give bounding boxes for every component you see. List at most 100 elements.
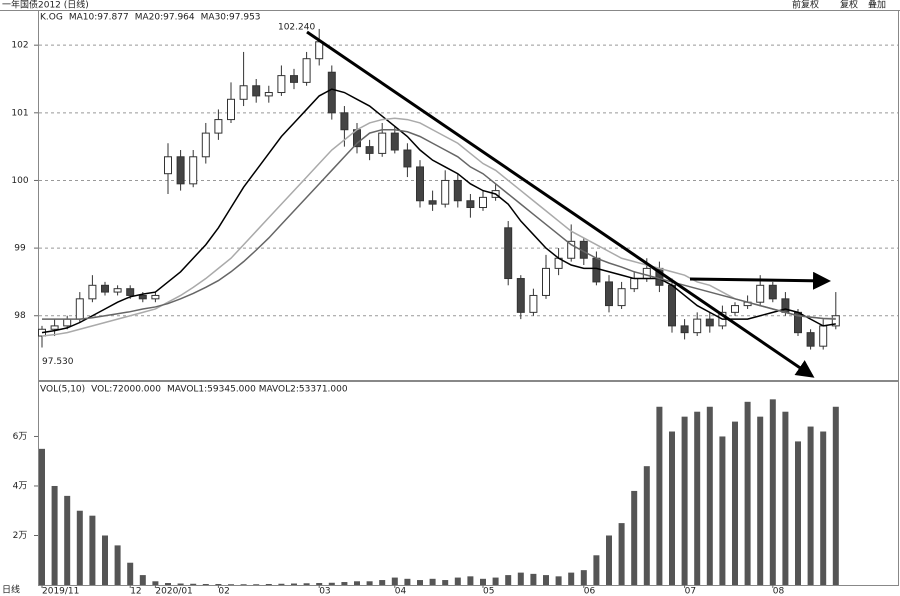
candle-body [239,85,248,100]
header-title: 一年国债2012 (日线) [2,0,89,11]
volume-bar [152,581,159,585]
candle-body [227,98,235,121]
candle-body [819,325,828,347]
volume-bar [127,562,134,585]
volume-bar [795,441,801,585]
volume-bar [706,406,713,585]
x-tick-label: 2020/01 [155,587,192,596]
volume-bar [719,436,726,585]
candle-body [365,146,374,154]
volume-bar [669,431,675,585]
button[interactable]: 前复权 [792,0,819,11]
volume-bar [807,426,814,585]
candle-body [705,318,714,327]
legend-entry: K.OG [40,13,63,23]
volume-bar [492,577,499,585]
volume-bar [165,583,171,585]
candle-body [151,294,160,300]
volume-bar [139,575,146,585]
volume-bar [744,401,751,585]
candle-body [504,227,513,280]
volume-bar [480,578,486,585]
candle-body [806,332,815,347]
candle-body [252,85,261,97]
volume-bar [341,582,348,585]
y-tick-label: 100 [11,176,28,186]
candle-body [201,132,210,158]
ma-line [41,88,836,334]
volume-bar [240,584,247,585]
candle-body [693,318,702,334]
candle-body [88,284,97,300]
volume-bar [265,584,272,585]
volume-bar [51,485,58,585]
candle-body [668,284,676,327]
ma-line [41,117,836,337]
candle-body [264,92,273,97]
y-tick-label: 6万 [13,432,28,442]
candle-body [327,71,336,114]
volume-bar [530,573,537,585]
volume-bar [467,576,474,585]
volume-bar [832,406,839,585]
candle-body [340,112,349,131]
x-tick-label: 04 [395,587,407,596]
candle-body [113,288,122,293]
x-axis-label: 日线 [2,584,20,596]
candle-body [176,156,185,185]
x-tick-label: 03 [319,587,330,596]
volume-bar [202,584,209,585]
candle-body [831,315,840,327]
candle-body [630,278,639,290]
volume-bar [64,495,71,585]
candle-body [403,149,412,168]
candle-body [138,294,147,300]
candle-body [428,200,437,205]
x-tick-label: 02 [218,587,229,596]
volume-bar [253,584,260,585]
volume-bar [102,535,108,585]
volume-bar [606,535,612,585]
volume-bar [454,577,461,585]
candle-body [302,58,311,83]
y-tick-label: 98 [14,311,26,321]
volume-bar [114,545,121,585]
candle-body [50,325,59,330]
candle-body [75,298,84,320]
x-tick-label: 2019/11 [42,587,79,596]
volume-bar [782,411,789,585]
x-tick-label: 05 [483,587,494,596]
candle-body [416,166,424,202]
button[interactable]: 叠加 [868,0,886,11]
y-tick-label: 4万 [13,481,28,491]
volume-bar [215,584,222,585]
x-tick-label: 06 [584,587,596,596]
volume-bar [366,581,373,585]
candle-body [441,179,450,205]
candle-body [126,288,135,296]
candle-body [768,284,777,300]
volume-bar [404,578,411,585]
legend-entry: MA10:97.877 [69,13,129,23]
ma-line [42,128,836,320]
volume-bar [505,575,512,585]
volume-bar [354,581,360,585]
volume-bar [694,411,701,585]
candle-body [617,288,626,307]
candle-body [466,200,475,209]
candle-body [529,294,538,313]
candle-body [567,240,576,259]
candle-body [390,132,399,151]
x-tick-label: 07 [685,587,696,596]
marks: 98 99 100 101 102 102.240 97.530 K.OG MA10:97.87… [11,13,898,596]
candle-body [542,267,550,296]
candle-body [642,267,651,280]
price-label: 102.240 [278,22,315,32]
button[interactable]: 复权 [840,0,858,11]
volume-bar [555,576,562,585]
legend-entry: VOL:72000.000 [91,385,161,395]
volume-bar [769,399,776,585]
candle-body [214,119,223,134]
candle-body [516,278,525,313]
